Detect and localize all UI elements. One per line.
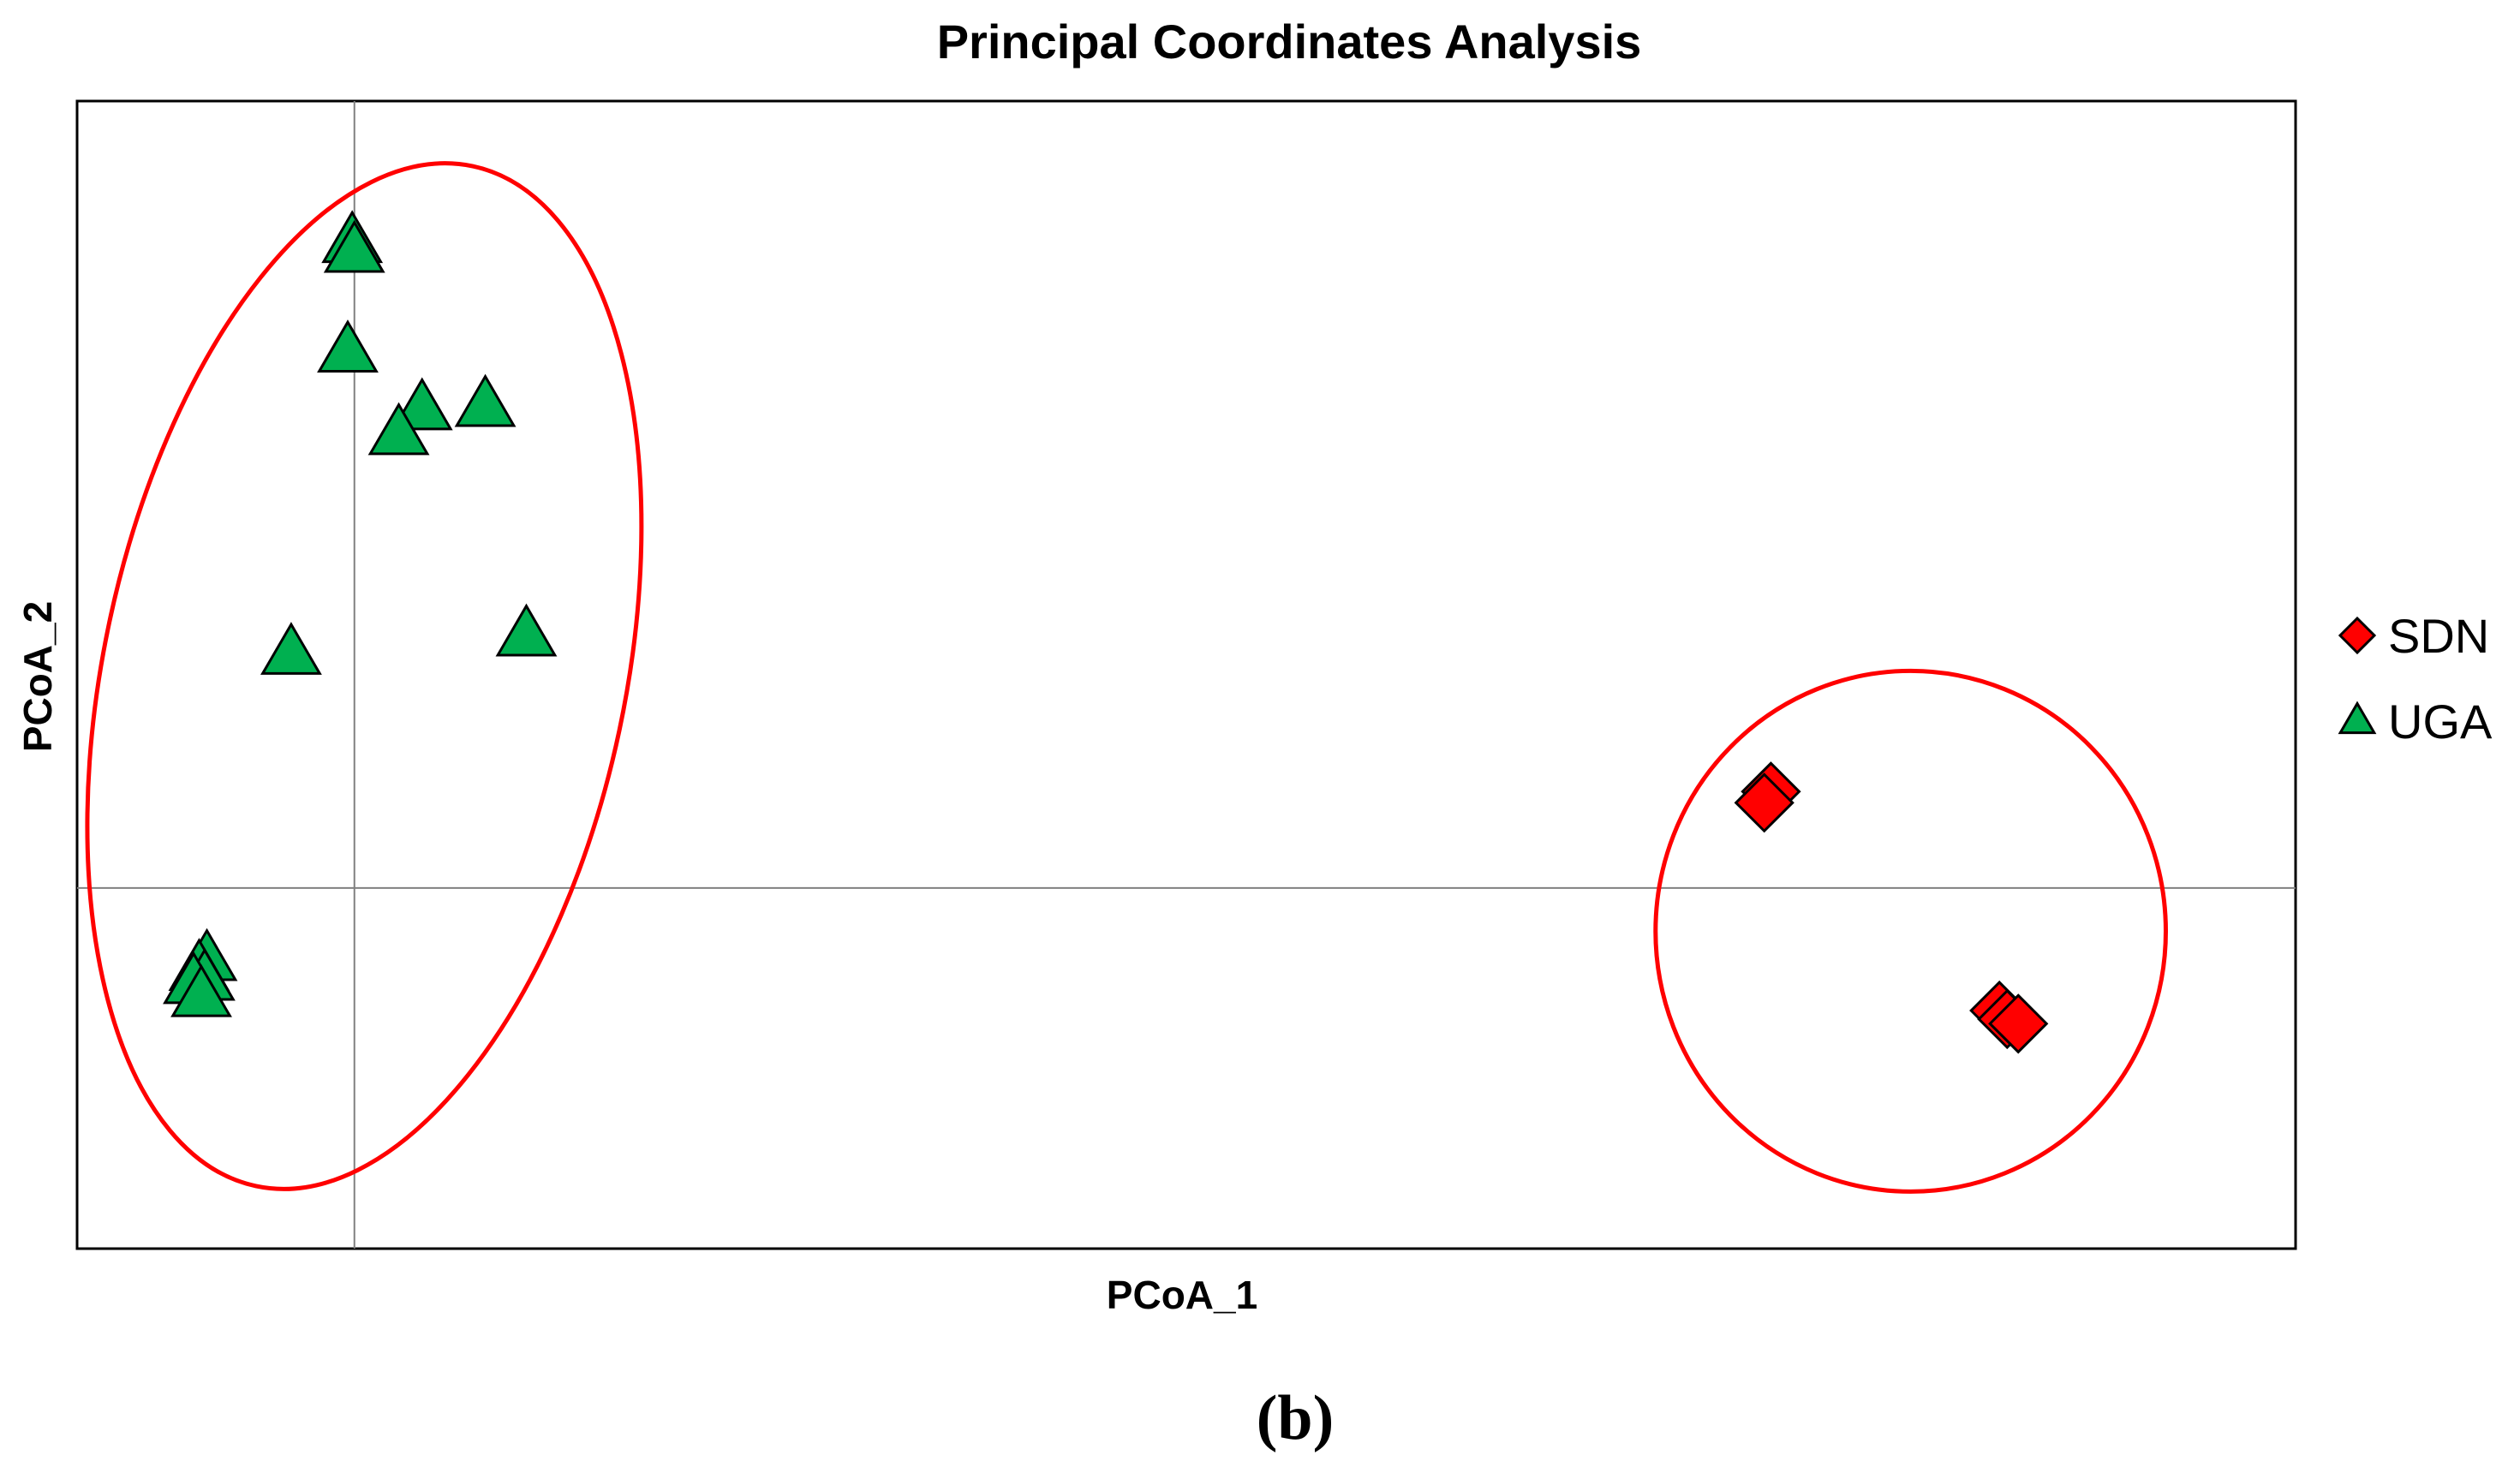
point-uga-5: [367, 402, 430, 456]
point-uga-3: [317, 319, 379, 373]
legend: SDN UGA: [2338, 609, 2493, 748]
ellipse-sdn-cluster: [1653, 668, 2168, 1194]
point-uga-6: [454, 373, 517, 427]
x-axis-label: PCoA_1: [1107, 1273, 1257, 1317]
legend-label-sdn: SDN: [2388, 609, 2489, 663]
ellipse-uga-cluster: [85, 161, 644, 1191]
point-uga-2: [323, 219, 385, 273]
y-axis-label: PCoA_2: [15, 601, 60, 752]
legend-item-sdn: SDN: [2338, 609, 2489, 663]
legend-marker-uga: [2338, 701, 2377, 735]
point-sdn-5: [1988, 993, 2049, 1054]
data-points: [163, 210, 2049, 1054]
point-uga-13: [170, 963, 232, 1017]
point-sdn-2: [1734, 772, 1794, 833]
chart-title: Principal Coordinates Analysis: [937, 15, 1642, 69]
plot-area: [75, 99, 2297, 1250]
point-uga-4: [391, 377, 453, 431]
legend-marker-sdn: [2338, 616, 2377, 655]
point-uga-7: [260, 622, 322, 675]
legend-label-uga: UGA: [2388, 695, 2493, 748]
point-uga-8: [495, 603, 558, 657]
figure-caption: (b): [1257, 1383, 1334, 1453]
cluster-ellipses: [85, 161, 2168, 1194]
legend-item-uga: UGA: [2338, 695, 2493, 748]
